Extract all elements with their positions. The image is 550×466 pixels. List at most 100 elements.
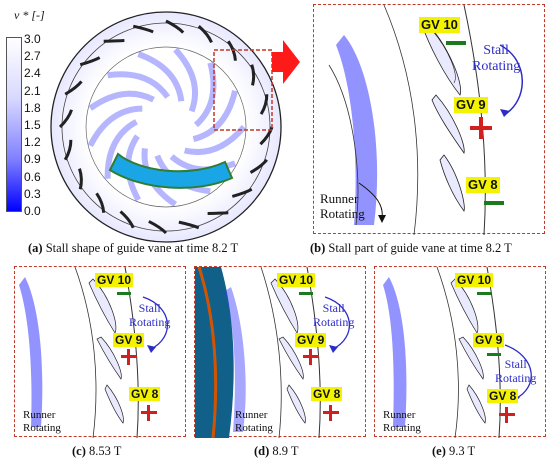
panel-d-stall-line2: Rotating [313,315,355,329]
colorbar-tick: 0.9 [24,152,41,166]
guide-vane [249,158,268,174]
guide-vane [132,24,154,34]
guide-vane [119,210,135,229]
caption-e-letter: (e) [432,444,446,458]
caption-b-text: Stall part of guide vane at time 8.2 T [325,241,512,255]
caption-b-letter: (b) [310,241,326,255]
panel-c-field [19,266,168,439]
panel-e-runner-line2: Rotating [383,422,421,434]
caption-a-letter: (a) [28,241,43,255]
panel-d-runner-label: Runner Rotating [235,409,273,435]
guide-vane [148,220,168,235]
caption-b: (b) Stall part of guide vane at time 8.2… [310,241,512,256]
guide-vane [165,19,185,34]
panel-e-stall-line2: Rotating [495,371,537,385]
guide-vane [259,94,269,115]
colorbar-tick: 3.0 [24,32,41,46]
panel-b-field [328,4,523,236]
guide-vane [78,168,83,190]
panel-b-gv10-minus [446,41,466,45]
panel-d-gv10-minus [299,292,313,295]
guide-vane [95,192,106,213]
caption-d-letter: (d) [254,444,270,458]
zoom-box [213,49,273,131]
flow-field-ring [50,11,300,243]
panel-e-frame: GV 10 GV 9 Stall Rotating GV 8 Runner Ro… [374,266,546,439]
panel-b-gv8-minus [484,201,504,205]
panel-b-stall-label: Stall Rotating [472,43,520,75]
guide-vane [79,56,101,67]
guide-vane [197,25,213,44]
panel-e-stall-line1: Stall [504,357,527,371]
panel-b-gv8-label: GV 8 [466,177,500,193]
runner-blade [173,47,198,113]
panel-d-gv9-label: GV 9 [295,333,327,347]
guide-vane [64,80,83,96]
runner-blade [88,90,155,111]
panel-e-gv9-minus [487,353,501,356]
panel-b-stall-line1: Stall [483,43,509,58]
panel-b-gv9-plus [470,117,492,139]
panel-d-gv8-label: GV 8 [311,387,343,401]
guide-vane-ring [58,19,274,235]
panel-c-stall-line1: Stall [138,301,161,315]
panel-c-gv9-label: GV 9 [113,333,145,347]
panel-d-gv8-plus [323,405,339,421]
panel-b-runner-label: Runner Rotating [320,191,365,221]
panel-c-gv8-plus [141,405,157,421]
zoom-arrow [272,40,300,84]
caption-c-letter: (c) [72,444,86,458]
caption-a: (a) Stall shape of guide vane at time 8.… [28,241,238,256]
panel-e-gv10-label: GV 10 [455,273,494,287]
panel-c-stall-label: Stall Rotating [129,301,170,329]
panel-e-gv8-label: GV 8 [487,389,519,403]
colorbar-title: v * [-] [14,8,45,22]
panel-c-gv8-label: GV 8 [129,387,161,401]
panel-e-gv10-minus [477,292,491,295]
caption-a-text: Stall shape of guide vane at time 8.2 T [42,241,239,255]
panel-c-runner-line1: Runner [23,409,56,421]
panel-d-stall-line1: Stall [322,301,345,315]
colorbar-tick: 1.2 [24,135,41,149]
guide-vane [231,187,253,198]
guide-vane [250,64,256,86]
colorbar [6,37,22,212]
panel-e-field [383,266,532,439]
caption-e-text: 9.3 T [445,444,476,458]
panel-d-runner-line1: Runner [235,409,268,421]
panel-b-runner-line2: Rotating [320,206,365,221]
runner-blade [107,71,171,99]
runner-blade [192,90,238,143]
panel-d-runner-line2: Rotating [235,422,273,434]
panel-b-runner-line1: Runner [320,191,359,206]
panel-c-stall-line2: Rotating [129,315,171,329]
colorbar-tick: 0.0 [24,204,41,218]
panel-e-runner-label: Runner Rotating [383,409,421,435]
runner-blade [87,105,143,148]
colorbar-tick: 2.1 [24,84,41,98]
colorbar-tick: 0.3 [24,187,41,201]
panel-d-gv10-label: GV 10 [277,273,316,287]
colorbar-tick: 2.7 [24,49,41,63]
runner-blade [183,125,247,156]
panel-b-frame: GV 10 Stall Rotating GV 9 GV 8 Runner Ro… [313,4,545,236]
guide-vane [227,40,237,61]
panel-e-runner-line1: Runner [383,409,416,421]
caption-e: (e) 9.3 T [432,444,475,459]
caption-d: (d) 8.9 T [254,444,299,459]
guide-vane [103,38,125,43]
panel-e-gv8-plus [499,407,515,423]
colorbar-tick: 2.4 [24,66,41,80]
panel-a: v * [-] 3.0 2.7 2.4 2.1 1.8 1.5 1.2 0.9 … [0,0,305,260]
panel-b-gv10-label: GV 10 [419,17,460,33]
guide-vane [207,211,229,216]
caption-d-text: 8.9 T [269,444,299,458]
runner-blade [104,119,138,179]
guide-vane [178,220,200,230]
guide-vane [63,139,73,161]
panel-c-gv9-plus [121,349,137,365]
colorbar-tick: 1.5 [24,118,41,132]
caption-c: (c) 8.53 T [72,444,121,459]
panel-c-frame: GV 10 Stall Rotating GV 9 GV 8 Runner Ro… [14,266,186,439]
guide-vane [58,109,73,129]
